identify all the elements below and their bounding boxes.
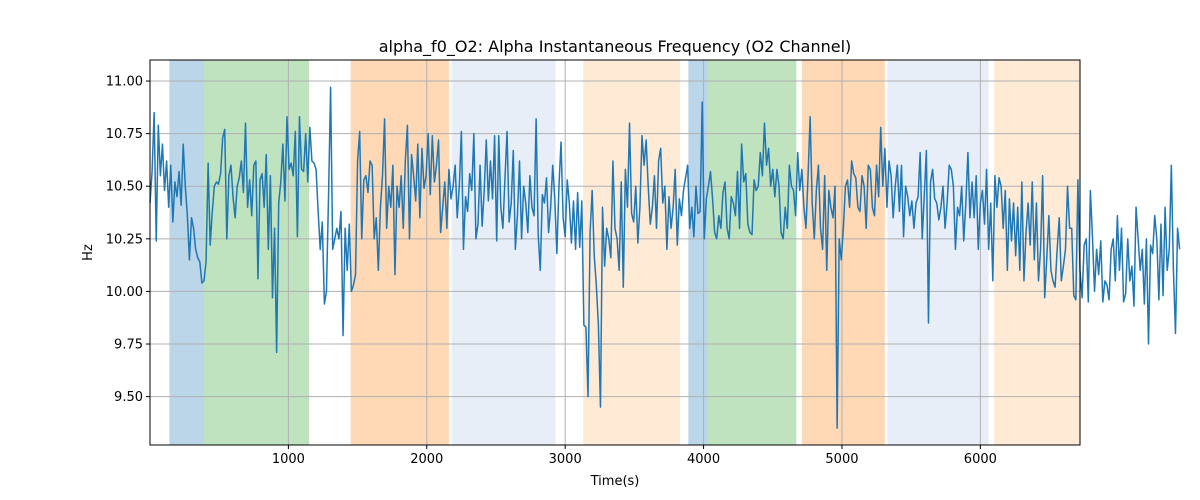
chart-title: alpha_f0_O2: Alpha Instantaneous Frequen… [379,37,852,57]
y-tick-label-5: 10.50 [106,180,143,195]
x-tick-label-6: 6000 [964,452,997,467]
shaded-region-3 [350,60,449,445]
x-axis: 1000 2000 3000 4000 5000 6000 [272,445,997,467]
x-tick-label-1: 1000 [272,452,305,467]
shaded-regions [169,60,1080,445]
y-tick-label-1: 9.50 [114,390,143,405]
shaded-region-4 [451,60,556,445]
y-tick-label-2: 9.75 [114,338,143,353]
shaded-region-7 [707,60,797,445]
shaded-region-8 [801,60,885,445]
x-tick-label-3: 3000 [549,452,582,467]
shaded-region-1 [169,60,204,445]
y-axis: 9.50 9.75 10.00 10.25 10.50 10.75 11.00 [106,75,150,405]
shaded-region-9 [887,60,989,445]
x-tick-label-5: 5000 [825,452,858,467]
y-tick-label-7: 11.00 [106,75,143,90]
y-axis-label: Hz [81,244,96,261]
x-tick-label-2: 2000 [410,452,443,467]
shaded-region-5 [583,60,681,445]
series-group [149,86,1181,429]
shaded-region-6 [688,60,708,445]
y-tick-label-6: 10.75 [106,127,143,142]
plot-frame [149,59,1081,446]
shaded-region-2 [203,60,310,445]
x-tick-label-4: 4000 [687,452,720,467]
x-axis-label: Time(s) [590,474,640,489]
y-tick-label-4: 10.25 [106,232,143,247]
series-line-alpha_f0_O2 [149,86,1181,429]
y-tick-label-3: 10.00 [106,285,143,300]
